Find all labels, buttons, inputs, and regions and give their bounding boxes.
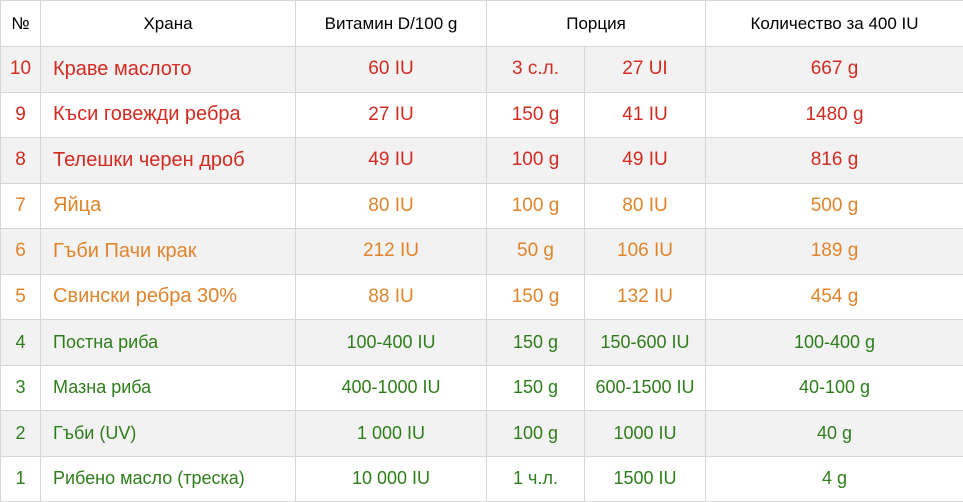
row-portion-iu: 106 IU	[585, 229, 706, 275]
row-food: Краве маслото	[41, 47, 296, 93]
row-amount: 189 g	[706, 229, 963, 275]
table-row: 9 Къси говежди ребра 27 IU 150 g 41 IU 1…	[1, 92, 963, 138]
row-vitamin: 100-400 IU	[296, 320, 487, 366]
row-vitamin: 27 IU	[296, 92, 487, 138]
row-portion: 100 g	[487, 183, 585, 229]
table-row: 2 Гъби (UV) 1 000 IU 100 g 1000 IU 40 g	[1, 411, 963, 457]
row-food: Свински ребра 30%	[41, 274, 296, 320]
row-num: 9	[1, 92, 41, 138]
row-amount: 40-100 g	[706, 365, 963, 411]
row-portion: 1 ч.л.	[487, 456, 585, 502]
table-row: 1 Рибено масло (треска) 10 000 IU 1 ч.л.…	[1, 456, 963, 502]
row-vitamin: 80 IU	[296, 183, 487, 229]
table-row: 4 Постна риба 100-400 IU 150 g 150-600 I…	[1, 320, 963, 366]
row-portion: 150 g	[487, 92, 585, 138]
table-row: 5 Свински ребра 30% 88 IU 150 g 132 IU 4…	[1, 274, 963, 320]
header-portion: Порция	[487, 1, 706, 47]
row-portion-iu: 80 IU	[585, 183, 706, 229]
row-food: Яйца	[41, 183, 296, 229]
header-vitamin: Витамин D/100 g	[296, 1, 487, 47]
table-row: 8 Телешки черен дроб 49 IU 100 g 49 IU 8…	[1, 138, 963, 184]
row-portion-iu: 600-1500 IU	[585, 365, 706, 411]
row-food: Телешки черен дроб	[41, 138, 296, 184]
row-amount: 667 g	[706, 47, 963, 93]
row-vitamin: 1 000 IU	[296, 411, 487, 457]
row-amount: 40 g	[706, 411, 963, 457]
row-portion: 3 с.л.	[487, 47, 585, 93]
header-amount: Количество за 400 IU	[706, 1, 963, 47]
row-num: 1	[1, 456, 41, 502]
header-row: № Храна Витамин D/100 g Порция Количеств…	[1, 1, 963, 47]
row-food: Рибено масло (треска)	[41, 456, 296, 502]
table-row: 10 Краве маслото 60 IU 3 с.л. 27 UI 667 …	[1, 47, 963, 93]
header-food: Храна	[41, 1, 296, 47]
row-num: 2	[1, 411, 41, 457]
row-portion: 100 g	[487, 411, 585, 457]
row-vitamin: 400-1000 IU	[296, 365, 487, 411]
row-food: Постна риба	[41, 320, 296, 366]
row-portion-iu: 1500 IU	[585, 456, 706, 502]
row-food: Къси говежди ребра	[41, 92, 296, 138]
row-num: 5	[1, 274, 41, 320]
row-portion-iu: 1000 IU	[585, 411, 706, 457]
header-num: №	[1, 1, 41, 47]
row-portion: 50 g	[487, 229, 585, 275]
row-portion-iu: 150-600 IU	[585, 320, 706, 366]
row-amount: 4 g	[706, 456, 963, 502]
table-row: 3 Мазна риба 400-1000 IU 150 g 600-1500 …	[1, 365, 963, 411]
row-food: Мазна риба	[41, 365, 296, 411]
row-amount: 500 g	[706, 183, 963, 229]
row-vitamin: 88 IU	[296, 274, 487, 320]
row-amount: 1480 g	[706, 92, 963, 138]
row-num: 10	[1, 47, 41, 93]
row-amount: 454 g	[706, 274, 963, 320]
row-num: 4	[1, 320, 41, 366]
row-num: 8	[1, 138, 41, 184]
row-portion-iu: 41 IU	[585, 92, 706, 138]
row-num: 3	[1, 365, 41, 411]
row-portion-iu: 27 UI	[585, 47, 706, 93]
row-vitamin: 60 IU	[296, 47, 487, 93]
row-num: 6	[1, 229, 41, 275]
row-vitamin: 49 IU	[296, 138, 487, 184]
row-portion: 150 g	[487, 320, 585, 366]
row-food: Гъби Пачи крак	[41, 229, 296, 275]
row-amount: 816 g	[706, 138, 963, 184]
row-amount: 100-400 g	[706, 320, 963, 366]
row-food: Гъби (UV)	[41, 411, 296, 457]
row-portion: 100 g	[487, 138, 585, 184]
row-vitamin: 10 000 IU	[296, 456, 487, 502]
row-portion-iu: 132 IU	[585, 274, 706, 320]
row-portion-iu: 49 IU	[585, 138, 706, 184]
row-num: 7	[1, 183, 41, 229]
table-row: 6 Гъби Пачи крак 212 IU 50 g 106 IU 189 …	[1, 229, 963, 275]
table-row: 7 Яйца 80 IU 100 g 80 IU 500 g	[1, 183, 963, 229]
row-vitamin: 212 IU	[296, 229, 487, 275]
row-portion: 150 g	[487, 274, 585, 320]
row-portion: 150 g	[487, 365, 585, 411]
